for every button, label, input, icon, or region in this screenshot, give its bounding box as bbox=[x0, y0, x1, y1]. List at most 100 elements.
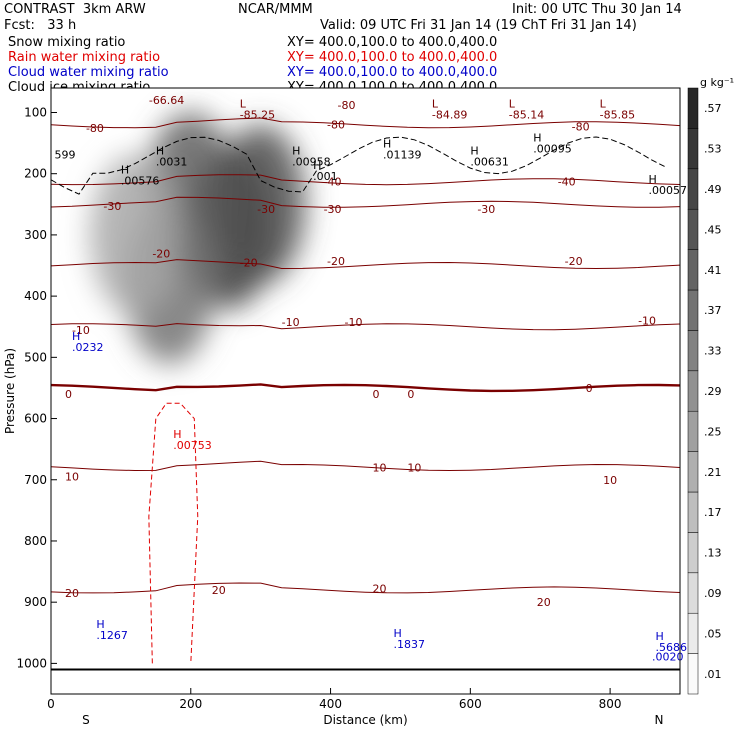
colorbar-label: .17 bbox=[704, 506, 722, 519]
colorbar-label: .21 bbox=[704, 466, 722, 479]
isotherm-label: -80 bbox=[572, 121, 590, 134]
isotherm-label: -20 bbox=[240, 256, 258, 269]
x-tick-label: 800 bbox=[599, 697, 622, 711]
colorbar-segment bbox=[687, 612, 699, 654]
isotherm-label: -20 bbox=[565, 255, 583, 268]
colorbar-segment bbox=[687, 410, 699, 452]
colorbar-label: .57 bbox=[704, 102, 722, 115]
colorbar-label: .01 bbox=[704, 668, 722, 681]
y-tick-label: 700 bbox=[24, 473, 47, 487]
isotherm-label: 10 bbox=[407, 462, 421, 475]
center-name: NCAR/MMM bbox=[238, 2, 313, 17]
y-tick-label: 300 bbox=[24, 228, 47, 242]
cloud-ice-maximum-type: H bbox=[470, 145, 478, 158]
colorbar-unit: g kg⁻¹ bbox=[700, 76, 734, 89]
isotherm-label: -80 bbox=[86, 122, 104, 135]
colorbar-label: .49 bbox=[704, 183, 722, 196]
cloud-water-maximum-type: H bbox=[393, 627, 401, 640]
cloud-ice-maximum-value: .00958 bbox=[292, 156, 331, 169]
colorbar-segment bbox=[687, 289, 699, 331]
temperature-isotherms bbox=[51, 117, 680, 594]
x-end-label-left: S bbox=[82, 713, 90, 727]
colorbar-label: .37 bbox=[704, 304, 722, 317]
cloud-water-maximum-value: .1837 bbox=[393, 638, 425, 651]
temperature-extremum-value: -85.25 bbox=[240, 109, 275, 122]
contour-labels: -66.64 -80 -80 -80 -80 -40 -40 -30 -30 -30 -30 -20 -… bbox=[54, 94, 687, 663]
isotherm-label: 20 bbox=[537, 596, 551, 609]
isotherm-label: 0 bbox=[65, 388, 72, 401]
isotherm-line bbox=[51, 196, 680, 208]
colorbar: .01 .05 .09 .13 .17 .21 .25 .29 .33 .37 .41 .45 .49.… bbox=[687, 76, 734, 695]
cloud-ice-maximum-value: .00576 bbox=[121, 175, 160, 188]
valid-time: Valid: 09 UTC Fri 31 Jan 14 (19 ChT Fri … bbox=[320, 18, 637, 33]
isotherm-line bbox=[51, 582, 680, 594]
isotherm-line bbox=[51, 323, 680, 331]
y-tick-label: 500 bbox=[24, 350, 47, 364]
colorbar-label: .33 bbox=[704, 345, 722, 358]
cloud-ice-maximum-type: H bbox=[292, 145, 300, 158]
colorbar-label: .53 bbox=[704, 143, 722, 156]
y-tick-label: 1000 bbox=[16, 656, 47, 670]
temperature-extremum-value: -84.89 bbox=[432, 109, 467, 122]
colorbar-segment bbox=[687, 168, 699, 210]
temperature-extremum-type: L bbox=[600, 98, 607, 111]
cloud-ice-maximum-type: H bbox=[121, 164, 129, 177]
colorbar-segment bbox=[687, 451, 699, 493]
field-rain-name: Rain water mixing ratio bbox=[8, 50, 161, 65]
isotherm-label: 20 bbox=[372, 583, 386, 596]
isotherm-label: -10 bbox=[345, 316, 363, 329]
isotherm-label: 20 bbox=[65, 587, 79, 600]
cloud-ice-maximum-type: H bbox=[649, 173, 657, 186]
isotherm-label: -30 bbox=[257, 203, 275, 216]
snow-core bbox=[215, 124, 306, 285]
isotherm-line bbox=[51, 383, 680, 393]
cloud-water-maximum-value: .1267 bbox=[96, 629, 128, 642]
colorbar-segment bbox=[687, 370, 699, 412]
rain-maximum-type: H bbox=[173, 428, 181, 441]
cloud-ice-maximum-value: 599 bbox=[54, 148, 75, 161]
rain-contour-line bbox=[148, 402, 199, 664]
rain-maximum-value: .00753 bbox=[173, 439, 212, 452]
colorbar-segment bbox=[687, 330, 699, 372]
colorbar-segment bbox=[687, 208, 699, 250]
x-axis-label: Distance (km) bbox=[323, 713, 407, 727]
forecast-hour: Fcst: 33 h bbox=[4, 18, 77, 33]
cloud-water-maximum-type: H bbox=[96, 618, 104, 631]
isotherm-label: 10 bbox=[372, 462, 386, 475]
isotherm-label: -80 bbox=[338, 99, 356, 112]
cloud-water-maximum-type: H bbox=[72, 330, 80, 343]
colorbar-segment bbox=[687, 572, 699, 614]
temperature-extremum-type: L bbox=[509, 98, 516, 111]
cloud-ice-maximum-value: .00095 bbox=[533, 142, 572, 155]
colorbar-segment bbox=[687, 532, 699, 574]
isotherm-label: -40 bbox=[558, 176, 576, 189]
isotherm-line bbox=[51, 259, 680, 270]
temperature-extremum-type: L bbox=[432, 98, 439, 111]
colorbar-label: .05 bbox=[704, 627, 722, 640]
isotherm-label: -10 bbox=[638, 315, 656, 328]
cloud-ice-maximum-type: H bbox=[313, 159, 321, 172]
cloud-ice-maximum-value: .00631 bbox=[470, 156, 509, 169]
temperature-extremum-value: -85.14 bbox=[509, 109, 544, 122]
isotherm-label: 0 bbox=[586, 382, 593, 395]
colorbar-label: .29 bbox=[704, 385, 722, 398]
cloud-water-maximum-value: .0020 bbox=[652, 650, 684, 663]
init-time: Init: 00 UTC Thu 30 Jan 14 bbox=[512, 2, 682, 17]
isotherm-label: -80 bbox=[327, 119, 345, 132]
isotherm-line bbox=[51, 460, 680, 472]
isotherm-label: -30 bbox=[324, 203, 342, 216]
colorbar-segment bbox=[687, 491, 699, 533]
isotherm-line bbox=[51, 174, 680, 186]
field-cloudwater-xy: XY= 400.0,100.0 to 400.0,400.0 bbox=[287, 65, 498, 80]
colorbar-label: .25 bbox=[704, 425, 722, 438]
isotherm-label: 10 bbox=[603, 474, 617, 487]
x-tick-label: 600 bbox=[459, 697, 482, 711]
field-snow-xy: XY= 400.0,100.0 to 400.0,400.0 bbox=[287, 35, 498, 50]
colorbar-segment bbox=[687, 128, 699, 170]
cloud-ice-maximum-type: H bbox=[533, 131, 541, 144]
field-rain-xy: XY= 400.0,100.0 to 400.0,400.0 bbox=[287, 50, 498, 65]
temperature-extremum-value: -85.85 bbox=[600, 109, 635, 122]
colorbar-label: .41 bbox=[704, 264, 722, 277]
isotherm-label: -10 bbox=[282, 316, 300, 329]
y-tick-label: 200 bbox=[24, 167, 47, 181]
